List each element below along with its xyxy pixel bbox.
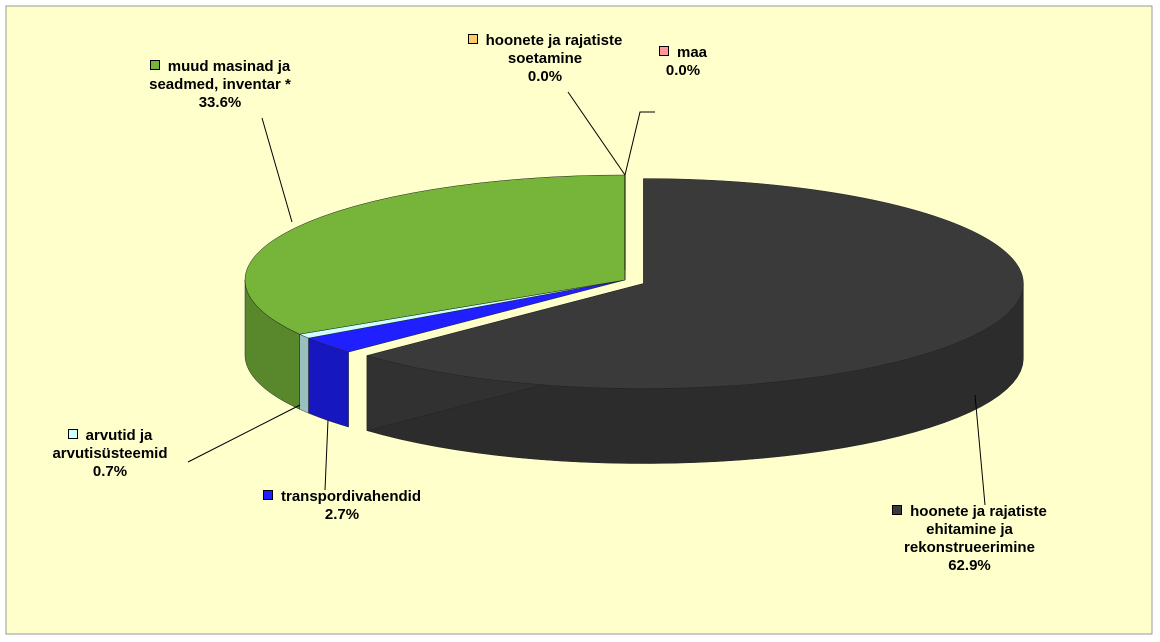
data-label: hoonete ja rajatiste ehitamine ja rekons… [862,503,1077,575]
data-label: hoonete ja rajatiste soetamine 0.0% [430,32,660,86]
leader-line [974,394,986,506]
value-label: 0.7% [92,463,128,480]
slice-side [308,337,349,428]
slice-side [299,333,309,414]
category-label: hoonete ja rajatiste soetamine [485,32,623,67]
value-label: 0.0% [527,68,563,85]
legend-swatch [467,34,478,44]
leader-line [624,111,655,176]
category-label: hoonete ja rajatiste ehitamine ja rekons… [904,503,1047,556]
value-label: 0.0% [665,62,701,79]
leader-line [187,404,301,463]
legend-swatch [67,429,78,439]
data-label: arvutid ja arvutisüsteemid 0.7% [20,427,200,481]
category-label: arvutid ja arvutisüsteemid [52,427,168,462]
leader-line [324,419,329,491]
leader-lines [187,91,986,506]
value-label: 62.9% [948,557,991,574]
category-label: maa [676,44,708,61]
leader-line [261,117,293,223]
data-label: muud masinad ja seadmed, inventar * 33.6% [120,58,320,112]
legend-swatch [892,505,903,515]
slice [366,178,1024,389]
slice [244,174,626,335]
data-label: transpordivahendid 2.7% [232,488,452,524]
value-label: 2.7% [324,506,360,523]
value-label: 33.6% [198,94,242,111]
legend-swatch [262,490,273,500]
category-label: transpordivahendid [280,488,422,505]
category-label: muud masinad ja seadmed, inventar * [149,58,291,93]
pie [244,174,1024,464]
legend-swatch [149,60,160,70]
legend-swatch [658,46,669,56]
data-label: maa 0.0% [648,44,718,80]
